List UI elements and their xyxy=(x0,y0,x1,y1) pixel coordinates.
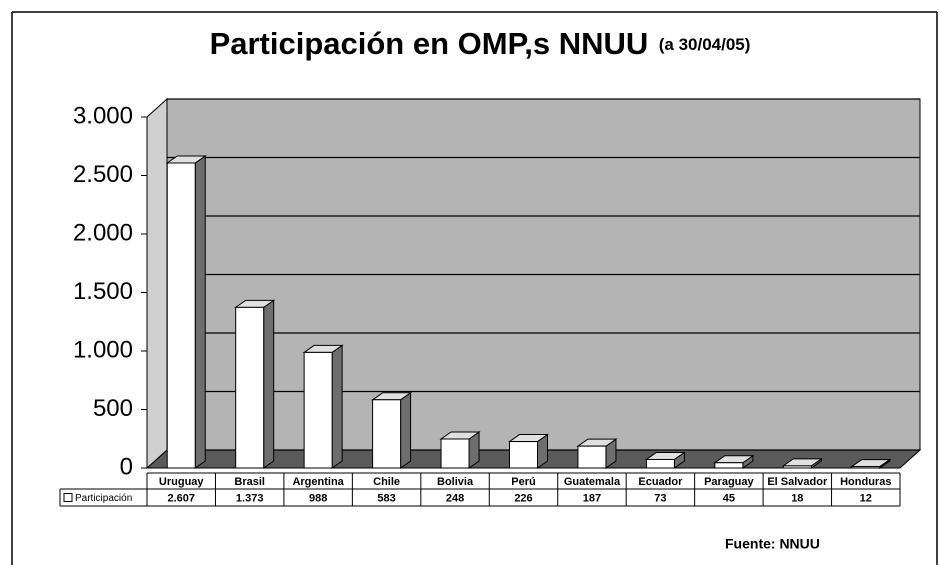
bar xyxy=(303,351,333,469)
x-tick-label: Honduras xyxy=(840,476,891,488)
y-tick-label: 1.500 xyxy=(73,278,133,305)
y-tick-label: 1.000 xyxy=(73,336,133,363)
chart-title-group: Participación en OMP,s NNUU (a 30/04/05) xyxy=(210,26,751,61)
x-tick-label: Chile xyxy=(373,476,400,488)
x-tick-label: Perú xyxy=(511,476,535,488)
bar-side xyxy=(194,155,206,469)
value-label: 45 xyxy=(723,492,735,504)
x-tick-label: Bolivia xyxy=(437,476,474,488)
side-wall xyxy=(146,97,168,470)
bar-side xyxy=(331,344,343,469)
y-tick-label: 3.000 xyxy=(73,102,133,129)
value-label: 226 xyxy=(514,492,532,504)
value-label: 18 xyxy=(791,492,803,504)
value-label: 583 xyxy=(377,492,395,504)
bar xyxy=(782,465,812,469)
bar xyxy=(714,462,744,469)
value-label: 248 xyxy=(446,492,464,504)
legend-swatch xyxy=(63,493,73,502)
bar-side xyxy=(400,391,412,469)
value-label: 2.607 xyxy=(167,492,195,504)
bar xyxy=(645,458,675,469)
x-tick-label: Ecuador xyxy=(638,476,683,488)
bar xyxy=(851,466,881,469)
y-tick-label: 2.000 xyxy=(73,219,133,246)
bar xyxy=(577,445,607,469)
value-label: 1.373 xyxy=(236,492,264,504)
bar-side xyxy=(263,299,275,469)
value-label: 12 xyxy=(860,492,872,504)
x-tick-label: Uruguay xyxy=(159,476,205,488)
bar xyxy=(440,438,470,469)
source: Fuente: NNUU xyxy=(725,536,820,552)
y-tick-label: 0 xyxy=(120,453,133,480)
x-tick-label: Paraguay xyxy=(704,476,754,488)
chart-title: Participación en OMP,s NNUU xyxy=(210,26,649,61)
x-tick-label: Argentina xyxy=(292,476,344,488)
bar xyxy=(509,441,538,469)
x-tick-label: El Salvador xyxy=(767,476,828,488)
y-tick-label: 2.500 xyxy=(73,161,133,188)
bar xyxy=(166,162,196,469)
value-label: 73 xyxy=(654,492,666,504)
x-tick-label: Guatemala xyxy=(564,476,621,488)
chart-subtitle: (a 30/04/05) xyxy=(659,35,751,54)
value-label: 187 xyxy=(583,492,601,504)
bar xyxy=(235,306,265,469)
legend-label: Participación xyxy=(75,493,132,504)
y-tick-label: 500 xyxy=(93,395,133,422)
value-label: 988 xyxy=(309,492,327,504)
x-tick-label: Brasil xyxy=(234,476,265,488)
bar xyxy=(372,399,402,469)
